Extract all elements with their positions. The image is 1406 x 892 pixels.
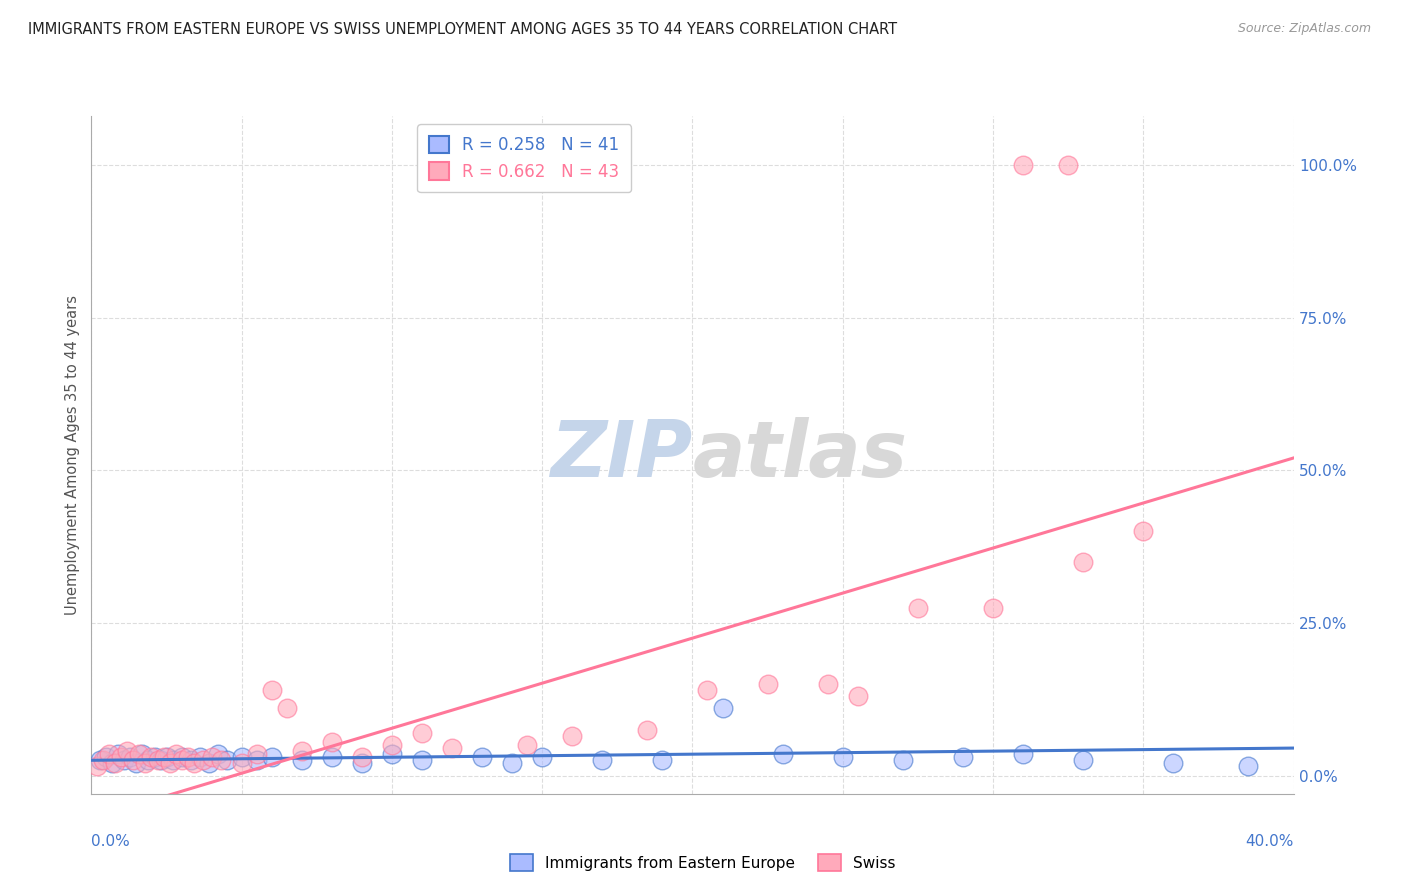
Point [98, 747, 121, 761]
Point [110, 750, 132, 764]
Point [561, 729, 583, 743]
Point [1132, 524, 1154, 539]
Point [231, 750, 253, 764]
Point [149, 753, 172, 767]
Point [176, 750, 198, 764]
Point [170, 753, 193, 767]
Point [1161, 756, 1184, 771]
Point [209, 753, 232, 767]
Point [1071, 753, 1094, 767]
Text: atlas: atlas [692, 417, 907, 493]
Point [128, 747, 150, 761]
Legend: Immigrants from Eastern Europe, Swiss: Immigrants from Eastern Europe, Swiss [503, 848, 903, 877]
Point [86, 759, 108, 773]
Point [817, 677, 839, 691]
Text: IMMIGRANTS FROM EASTERN EUROPE VS SWISS UNEMPLOYMENT AMONG AGES 35 TO 44 YEARS C: IMMIGRANTS FROM EASTERN EUROPE VS SWISS … [28, 22, 897, 37]
Point [411, 753, 433, 767]
Point [531, 750, 554, 764]
Point [381, 747, 404, 761]
Point [143, 750, 166, 764]
Point [756, 677, 779, 691]
Point [101, 756, 124, 771]
Point [411, 726, 433, 740]
Point [907, 600, 929, 615]
Point [246, 747, 269, 761]
Point [891, 753, 914, 767]
Point [122, 753, 145, 767]
Point [231, 756, 253, 771]
Point [1057, 158, 1080, 172]
Point [114, 753, 136, 767]
Point [831, 750, 853, 764]
Point [188, 750, 211, 764]
Point [131, 747, 153, 761]
Point [89, 753, 111, 767]
Text: 0.0%: 0.0% [91, 834, 131, 849]
Point [165, 747, 187, 761]
Point [138, 753, 160, 767]
Point [321, 750, 343, 764]
Point [197, 756, 219, 771]
Point [350, 756, 373, 771]
Text: Source: ZipAtlas.com: Source: ZipAtlas.com [1237, 22, 1371, 36]
Point [155, 750, 177, 764]
Point [141, 750, 163, 764]
Point [591, 753, 613, 767]
Point [107, 747, 129, 761]
Point [183, 756, 205, 771]
Point [516, 738, 538, 752]
Point [696, 683, 718, 698]
Point [952, 750, 974, 764]
Point [180, 753, 202, 767]
Point [162, 753, 184, 767]
Point [501, 756, 523, 771]
Point [1071, 555, 1094, 569]
Point [381, 738, 404, 752]
Point [201, 750, 224, 764]
Point [96, 750, 118, 764]
Point [981, 600, 1004, 615]
Point [1237, 759, 1260, 773]
Point [711, 701, 734, 715]
Point [146, 753, 169, 767]
Point [93, 753, 115, 767]
Point [350, 750, 373, 764]
Point [207, 747, 229, 761]
Point [321, 735, 343, 749]
Point [120, 750, 142, 764]
Point [291, 753, 314, 767]
Point [291, 744, 314, 758]
Y-axis label: Unemployment Among Ages 35 to 44 years: Unemployment Among Ages 35 to 44 years [65, 295, 80, 615]
Point [159, 756, 181, 771]
Point [117, 744, 139, 758]
Point [636, 723, 658, 737]
Point [846, 689, 869, 703]
Point [276, 701, 298, 715]
Text: 40.0%: 40.0% [1246, 834, 1294, 849]
Point [215, 753, 238, 767]
Point [1012, 747, 1035, 761]
Point [441, 741, 464, 756]
Point [152, 750, 174, 764]
Point [651, 753, 673, 767]
Point [471, 750, 494, 764]
Point [1012, 158, 1035, 172]
Point [772, 747, 794, 761]
Legend: R = 0.258   N = 41, R = 0.662   N = 43: R = 0.258 N = 41, R = 0.662 N = 43 [418, 124, 631, 193]
Point [191, 753, 214, 767]
Point [246, 753, 269, 767]
Point [104, 756, 127, 771]
Point [260, 750, 283, 764]
Text: ZIP: ZIP [550, 417, 692, 493]
Point [260, 683, 283, 698]
Point [170, 750, 193, 764]
Point [125, 756, 148, 771]
Point [134, 756, 156, 771]
